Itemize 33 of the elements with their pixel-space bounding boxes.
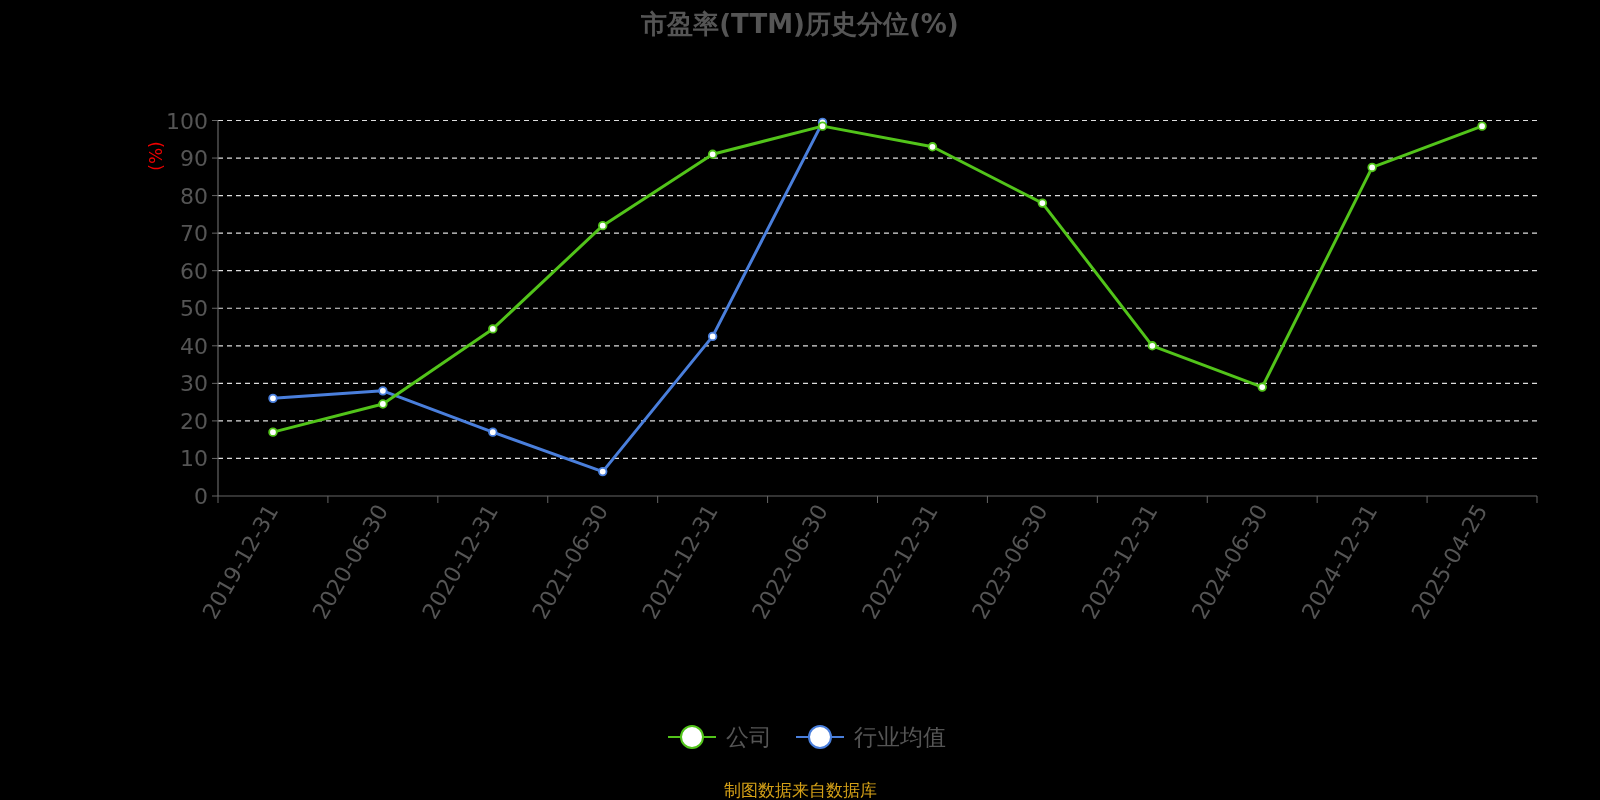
y-tick-label: 80 bbox=[180, 183, 208, 209]
point bbox=[707, 331, 718, 342]
y-tick-label: 50 bbox=[180, 296, 208, 322]
point bbox=[1367, 162, 1377, 173]
point bbox=[598, 220, 608, 231]
y-tick-label: 10 bbox=[180, 446, 208, 472]
y-tick-label: 20 bbox=[180, 408, 208, 434]
point bbox=[598, 466, 608, 477]
point bbox=[1257, 382, 1267, 392]
point bbox=[1037, 198, 1048, 208]
text: 制图数据来自数据库 bbox=[723, 780, 877, 800]
point bbox=[268, 427, 278, 437]
point bbox=[927, 142, 938, 152]
point bbox=[1477, 121, 1487, 131]
point bbox=[378, 386, 388, 396]
point bbox=[817, 121, 828, 131]
y-tick-label: 40 bbox=[180, 333, 208, 359]
y-tick-label: 100 bbox=[166, 108, 208, 134]
y-tick-label: 60 bbox=[180, 258, 208, 284]
y-tick-label: 30 bbox=[180, 371, 208, 397]
y-axis-title: (%) bbox=[146, 141, 166, 171]
legend-label: 行业均值 bbox=[854, 724, 946, 750]
point bbox=[378, 399, 388, 409]
point bbox=[488, 324, 498, 334]
point bbox=[488, 427, 498, 437]
y-tick-label: 90 bbox=[180, 146, 208, 172]
point bbox=[268, 393, 278, 404]
y-tick-label: 70 bbox=[180, 221, 208, 247]
point bbox=[707, 149, 718, 159]
y-tick-label: 0 bbox=[194, 484, 208, 509]
legend-label: 公司 bbox=[726, 724, 772, 750]
chart-title: 市盈率(TTM)历史分位(%) bbox=[640, 9, 959, 39]
point bbox=[1147, 341, 1157, 351]
